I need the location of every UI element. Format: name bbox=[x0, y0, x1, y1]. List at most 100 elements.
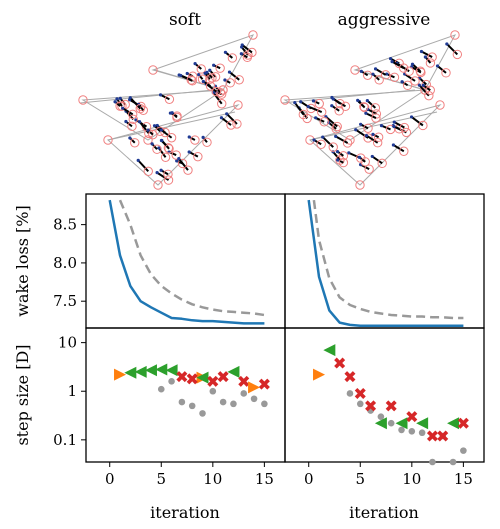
turbine-path bbox=[365, 112, 377, 119]
turbine-start-dot bbox=[170, 111, 174, 115]
turbine-ring bbox=[153, 180, 163, 190]
turbine-path bbox=[446, 43, 459, 56]
turbine-ring bbox=[340, 101, 351, 112]
layout-boundary-line bbox=[309, 111, 438, 141]
turbine-start-dot bbox=[417, 83, 421, 87]
turbine-ring bbox=[152, 144, 162, 154]
point-x bbox=[176, 371, 188, 383]
turbine-ring bbox=[398, 63, 409, 73]
panel-soft-scatter: 0.1 1 10 0 5 10 15 bbox=[53, 334, 274, 488]
turbine-ring bbox=[177, 158, 188, 169]
turbine-ring bbox=[435, 100, 445, 110]
turbine-start-dot bbox=[356, 98, 360, 102]
xtick-label: 15 bbox=[255, 470, 274, 488]
point-x bbox=[186, 373, 198, 385]
point-dot bbox=[398, 426, 405, 434]
turbine-ring bbox=[298, 109, 309, 120]
turbine-path bbox=[160, 93, 170, 101]
turbine-ring bbox=[183, 165, 193, 175]
turbine-path bbox=[335, 135, 349, 144]
point-x bbox=[334, 357, 346, 369]
turbine-start-dot bbox=[357, 155, 362, 159]
turbine-start-dot bbox=[306, 105, 310, 109]
turbine-ring bbox=[441, 68, 451, 78]
layout-boundary-line bbox=[281, 89, 416, 104]
turbine-ring bbox=[143, 135, 153, 145]
panel-frame-step-soft bbox=[85, 327, 286, 463]
turbine-start-dot bbox=[124, 119, 128, 124]
point-dot bbox=[449, 458, 457, 466]
turbine-ring bbox=[410, 76, 420, 86]
turbine-start-dot bbox=[364, 133, 369, 138]
point-dot bbox=[429, 458, 436, 466]
layout-boundary bbox=[283, 89, 427, 141]
turbine-ring bbox=[404, 66, 414, 76]
turbine-ring bbox=[345, 135, 355, 145]
turbine-path bbox=[188, 151, 199, 158]
turbine-ring bbox=[450, 30, 460, 40]
point-triangle-left bbox=[144, 364, 157, 377]
turbine-ring bbox=[128, 109, 138, 120]
point-triangle-left bbox=[124, 366, 137, 379]
point-x bbox=[344, 371, 356, 383]
turbine-path bbox=[226, 113, 238, 125]
turbine-path bbox=[322, 136, 334, 148]
turbine-ring bbox=[415, 66, 426, 76]
turbine-path bbox=[241, 44, 253, 54]
turbine-path bbox=[180, 74, 192, 81]
point-triangle-right bbox=[248, 381, 261, 394]
turbine-path bbox=[332, 98, 346, 108]
xtick-label: 15 bbox=[454, 470, 473, 488]
turbine-start-dot bbox=[201, 79, 205, 84]
turbine-start-dot bbox=[121, 106, 125, 110]
turbine-ring bbox=[160, 127, 170, 138]
turbine-start-dot bbox=[421, 83, 425, 87]
layout-boundary bbox=[106, 104, 240, 186]
turbine-ring bbox=[164, 144, 174, 154]
point-triangle-left bbox=[447, 417, 460, 430]
turbine-ring bbox=[364, 164, 374, 174]
turbine-start-dot bbox=[177, 157, 181, 161]
point-dot bbox=[356, 400, 364, 408]
turbine-start-dot bbox=[197, 72, 201, 77]
turbine-start-dot bbox=[330, 104, 334, 108]
point-dot bbox=[230, 400, 237, 408]
turbine-path bbox=[137, 159, 150, 172]
turbine-ring bbox=[332, 121, 342, 132]
turbine-start-dot bbox=[435, 64, 440, 68]
point-x bbox=[457, 417, 469, 429]
turbine-ring bbox=[380, 70, 391, 80]
point-triangle-left bbox=[134, 365, 147, 378]
turbine-ring bbox=[163, 175, 174, 185]
turbine-start-dot bbox=[223, 50, 228, 54]
turbine-start-dot bbox=[159, 168, 163, 172]
turbine-start-dot bbox=[134, 118, 138, 122]
turbine-path bbox=[381, 124, 391, 131]
ytick-label: 8.5 bbox=[53, 216, 77, 234]
turbine-path bbox=[365, 134, 379, 144]
turbine-ring bbox=[103, 135, 113, 145]
point-x bbox=[258, 378, 270, 390]
turbine-ring bbox=[143, 166, 153, 177]
turbine-ring bbox=[317, 107, 327, 117]
point-triangle-right bbox=[114, 368, 127, 381]
turbine-ring bbox=[355, 180, 365, 190]
turbine-ring bbox=[166, 133, 177, 143]
turbine-start-dot bbox=[334, 134, 338, 138]
turbine-ring bbox=[211, 86, 222, 97]
turbine-path bbox=[366, 99, 377, 109]
turbine-start-dot bbox=[155, 171, 159, 175]
turbine-start-dot bbox=[373, 67, 378, 71]
turbine-ring bbox=[234, 75, 244, 85]
turbine-ring bbox=[171, 150, 181, 160]
turbine-ring bbox=[127, 121, 137, 132]
column-title-soft: soft bbox=[169, 10, 201, 30]
turbine-ring bbox=[248, 30, 258, 40]
panel-aggressive-line bbox=[307, 199, 464, 327]
series-solid-line bbox=[307, 199, 464, 327]
layout-aggressive bbox=[280, 30, 463, 190]
turbine-start-dot bbox=[227, 70, 232, 74]
xtick-label: 0 bbox=[304, 470, 314, 488]
point-x bbox=[437, 430, 449, 442]
